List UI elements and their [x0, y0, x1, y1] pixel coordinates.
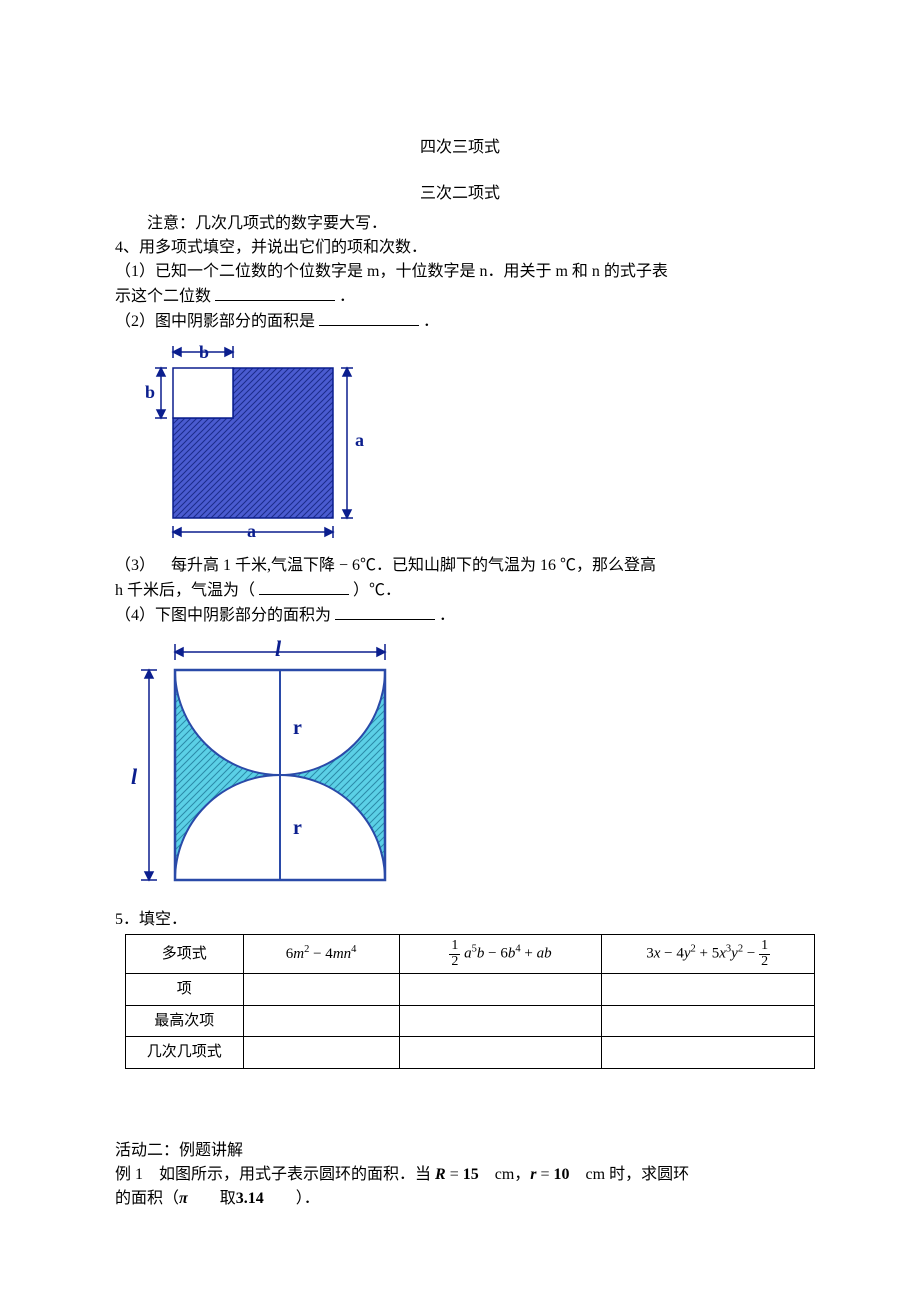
ex1b-pi: π	[179, 1190, 188, 1207]
q4-1-line2: 示这个二位数 ．	[115, 284, 805, 309]
q4-3-blank[interactable]	[259, 578, 349, 595]
q4-2-period: ．	[423, 313, 439, 330]
cell-blank[interactable]	[243, 974, 399, 1006]
diagram1-label-b-left: b	[145, 382, 155, 402]
diagram1-label-a-bottom: a	[247, 521, 256, 540]
ex1-15: 15	[463, 1166, 479, 1183]
cell-blank[interactable]	[399, 1005, 602, 1037]
q5-intro: 5．填空．	[115, 908, 805, 932]
q4-2-blank[interactable]	[319, 309, 419, 326]
diagram2-label-l-top: l	[275, 636, 282, 661]
table-row: 项	[126, 974, 815, 1006]
ex1b-mid: 取	[188, 1190, 236, 1207]
q4-3-prefix: h 千米后，气温为（	[115, 582, 255, 599]
q4-3-suffix: ）℃．	[353, 582, 401, 599]
poly-expr-2: 12 a5b − 6b4 + ab	[399, 935, 602, 974]
q4-intro: 4、用多项式填空，并说出它们的项和次数．	[115, 236, 805, 260]
ex1-line2: 的面积（π 取3.14 ）．	[115, 1187, 805, 1211]
cell-blank[interactable]	[243, 1037, 399, 1069]
cell-blank[interactable]	[602, 974, 815, 1006]
th-poly: 多项式	[126, 935, 244, 974]
table-row: 多项式 6m2 − 4mn4 12 a5b − 6b4 + ab 3x − 4y…	[126, 935, 815, 974]
ex1-10: 10	[554, 1166, 570, 1183]
diagram1-svg: b b a	[125, 340, 365, 540]
polynomial-table: 多项式 6m2 − 4mn4 12 a5b − 6b4 + ab 3x − 4y…	[125, 934, 815, 1069]
cell-blank[interactable]	[243, 1005, 399, 1037]
cell-blank[interactable]	[602, 1037, 815, 1069]
heading-quad-tri: 四次三项式	[115, 136, 805, 160]
poly-expr-1: 6m2 − 4mn4	[243, 935, 399, 974]
diagram2-label-l-left: l	[131, 764, 138, 789]
diagram-square-circles: l l	[125, 634, 805, 902]
ex1b-pre: 的面积（	[115, 1190, 179, 1207]
heading-cubic-bi: 三次二项式	[115, 182, 805, 206]
q4-1-line1: （1）已知一个二位数的个位数字是 m，十位数字是 n．用关于 m 和 n 的式子…	[115, 260, 805, 284]
cell-blank[interactable]	[602, 1005, 815, 1037]
ex1-line1: 例 1 如图所示，用式子表示圆环的面积．当 R = 15 cm，r = 10 c…	[115, 1163, 805, 1187]
activity2-title: 活动二：例题讲解	[115, 1139, 805, 1163]
note-line: 注意：几次几项式的数字要大写．	[115, 212, 805, 236]
q4-4-line: （4）下图中阴影部分的面积为 ．	[115, 603, 805, 628]
ex1-R: R	[435, 1166, 446, 1183]
diagram2-label-r-bottom: r	[293, 817, 302, 839]
th-highest: 最高次项	[126, 1005, 244, 1037]
ex1-eq1: =	[446, 1166, 463, 1183]
q4-4-prefix: （4）下图中阴影部分的面积为	[115, 607, 331, 624]
q4-1-prefix: 示这个二位数	[115, 288, 215, 305]
q4-3-line1: （3） 每升高 1 千米,气温下降 − 6℃．已知山脚下的气温为 16 ℃，那么…	[115, 554, 805, 578]
q4-2-prefix: （2）图中阴影部分的面积是	[115, 313, 315, 330]
th-terms: 项	[126, 974, 244, 1006]
q4-1-blank[interactable]	[215, 284, 335, 301]
th-degree: 几次几项式	[126, 1037, 244, 1069]
ex1-prefix: 例 1 如图所示，用式子表示圆环的面积．当	[115, 1166, 435, 1183]
q4-4-blank[interactable]	[335, 603, 435, 620]
q4-3-line2: h 千米后，气温为（ ）℃．	[115, 578, 805, 603]
q4-2-line: （2）图中阴影部分的面积是 ．	[115, 309, 805, 334]
diagram1-label-b-top: b	[199, 342, 209, 362]
q4-4-period: ．	[439, 607, 455, 624]
table-row: 最高次项	[126, 1005, 815, 1037]
ex1-cm1: cm，	[479, 1166, 531, 1183]
poly-expr-3: 3x − 4y2 + 5x3y2 − 12	[602, 935, 815, 974]
q4-1-period: ．	[339, 288, 355, 305]
diagram-square-notch: b b a	[125, 340, 805, 548]
diagram2-svg: l l	[125, 634, 405, 894]
ex1-eq2: =	[537, 1166, 554, 1183]
ex1b-post: ）．	[264, 1190, 320, 1207]
cell-blank[interactable]	[399, 974, 602, 1006]
table-row: 几次几项式	[126, 1037, 815, 1069]
ex1b-314: 3.14	[236, 1190, 264, 1207]
diagram2-label-r-top: r	[293, 717, 302, 739]
cell-blank[interactable]	[399, 1037, 602, 1069]
ex1-cm2: cm 时，求圆环	[570, 1166, 690, 1183]
diagram1-label-a-right: a	[355, 430, 364, 450]
